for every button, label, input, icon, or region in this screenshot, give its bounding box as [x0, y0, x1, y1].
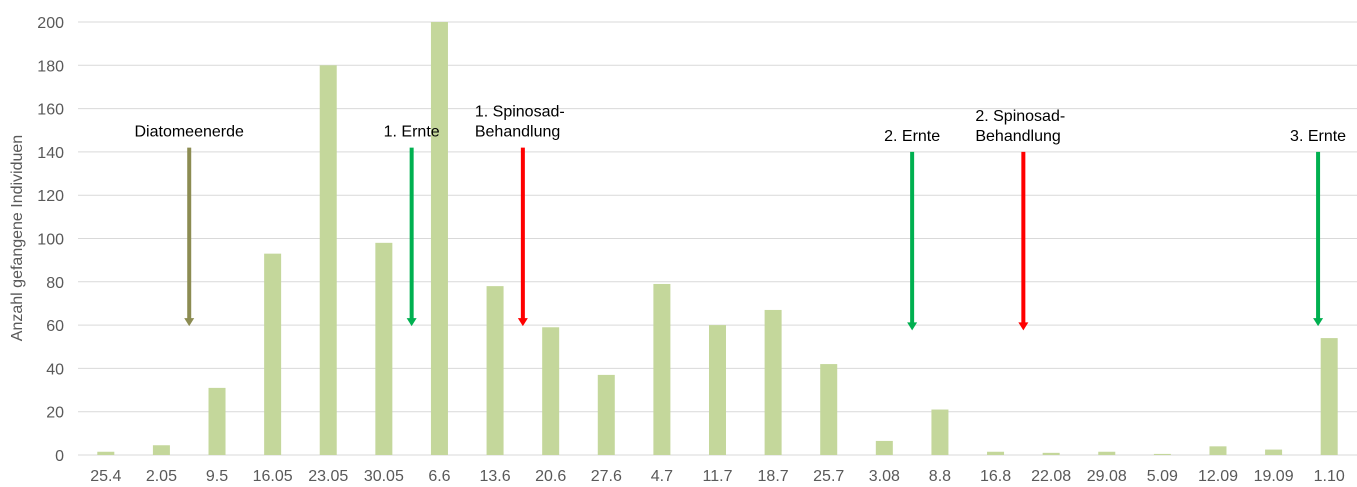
- y-tick-label: 160: [37, 102, 64, 119]
- annotation-label-line: 1. Ernte: [384, 124, 440, 141]
- annotation-arrow: [517, 147, 528, 327]
- bar: [1209, 446, 1227, 455]
- bar: [319, 65, 337, 456]
- bar: [1265, 449, 1283, 455]
- x-tick-label: 23.05: [308, 468, 348, 485]
- x-tick-label: 20.6: [535, 468, 566, 485]
- x-axis-ticks: 25.4 2.05 9.5 16.05 23.05 30.05 6.6 13.6 20.6 27.…: [90, 468, 1345, 485]
- bar: [820, 364, 838, 455]
- annotation-arrows: [184, 147, 1324, 331]
- bar: [1042, 452, 1060, 455]
- x-tick-label: 29.08: [1087, 468, 1127, 485]
- y-tick-label: 180: [37, 58, 64, 75]
- y-tick-label: 80: [46, 275, 64, 292]
- y-tick-label: 120: [37, 188, 64, 205]
- gridlines: [78, 21, 1357, 456]
- y-tick-label: 60: [46, 318, 64, 335]
- x-tick-label: 30.05: [364, 468, 404, 485]
- bar: [264, 253, 282, 455]
- bar: [375, 242, 393, 455]
- arrow-head: [406, 318, 417, 327]
- y-axis-ticks: 0 20 40 60 80 100 120 140 160 180 200: [37, 15, 64, 465]
- bar: [931, 409, 949, 455]
- arrow-head: [1018, 322, 1029, 331]
- bar: [987, 451, 1005, 455]
- y-tick-label: 20: [46, 405, 64, 422]
- bar: [208, 387, 226, 455]
- x-tick-label: 8.8: [929, 468, 951, 485]
- bar: [764, 309, 782, 455]
- annotation-label-line: 1. Spinosad-: [475, 104, 565, 121]
- annotation-label: 1. Ernte: [384, 124, 440, 141]
- x-tick-label: 27.6: [591, 468, 622, 485]
- annotation-label: 3. Ernte: [1290, 128, 1346, 145]
- x-tick-label: 13.6: [479, 468, 510, 485]
- bar: [1098, 451, 1116, 455]
- annotation-arrow: [406, 147, 417, 327]
- annotation-label-line: Behandlung: [475, 124, 560, 141]
- x-tick-label: 19.09: [1254, 468, 1294, 485]
- annotation-arrow: [1018, 151, 1029, 331]
- x-tick-label: 18.7: [758, 468, 789, 485]
- bar: [97, 451, 115, 455]
- x-tick-label: 2.05: [146, 468, 177, 485]
- y-tick-label: 40: [46, 361, 64, 378]
- y-tick-label: 0: [55, 448, 64, 465]
- arrow-head: [184, 318, 195, 327]
- x-tick-label: 25.7: [813, 468, 844, 485]
- bar: [542, 327, 560, 455]
- x-tick-label: 5.09: [1147, 468, 1178, 485]
- x-tick-label: 22.08: [1031, 468, 1071, 485]
- arrow-head: [1313, 318, 1324, 327]
- x-tick-label: 3.08: [869, 468, 900, 485]
- x-tick-label: 25.4: [90, 468, 121, 485]
- bar: [430, 22, 448, 455]
- y-tick-label: 200: [37, 15, 64, 32]
- annotation-labels: Diatomeenerde 1. Ernte 1. Spinosad- Behandl…: [135, 104, 1347, 145]
- bar: [653, 283, 671, 455]
- annotation-label-line: 2. Ernte: [884, 128, 940, 145]
- y-tick-label: 140: [37, 145, 64, 162]
- x-tick-label: 16.05: [253, 468, 293, 485]
- annotation-arrow: [184, 147, 195, 327]
- x-tick-label: 4.7: [651, 468, 673, 485]
- bar: [597, 374, 615, 455]
- bar: [152, 445, 170, 455]
- y-tick-label: 100: [37, 232, 64, 249]
- x-tick-label: 6.6: [428, 468, 450, 485]
- bar: [486, 286, 504, 455]
- annotation-arrow: [907, 151, 918, 331]
- annotation-label: 2. Ernte: [884, 128, 940, 145]
- bar: [1153, 453, 1171, 455]
- bars: [97, 22, 1338, 456]
- annotation-label-line: Diatomeenerde: [135, 124, 245, 141]
- x-tick-label: 16.8: [980, 468, 1011, 485]
- x-tick-label: 9.5: [206, 468, 228, 485]
- annotation-label-line: 2. Spinosad-: [975, 108, 1065, 125]
- annotation-label: Diatomeenerde: [135, 124, 245, 141]
- x-tick-label: 12.09: [1198, 468, 1238, 485]
- bar: [1320, 338, 1338, 455]
- bar: [875, 440, 893, 455]
- x-tick-label: 11.7: [703, 468, 733, 485]
- annotation-label: 1. Spinosad- Behandlung: [475, 104, 565, 141]
- x-tick-label: 1.10: [1314, 468, 1345, 485]
- arrow-head: [907, 322, 918, 331]
- y-axis-label: Anzahl gefangene Individuen: [9, 135, 26, 341]
- arrow-head: [517, 318, 528, 327]
- annotation-label-line: Behandlung: [975, 128, 1060, 145]
- annotation-label-line: 3. Ernte: [1290, 128, 1346, 145]
- annotation-arrow: [1313, 151, 1324, 327]
- bar: [709, 325, 726, 455]
- annotation-label: 2. Spinosad- Behandlung: [975, 108, 1065, 145]
